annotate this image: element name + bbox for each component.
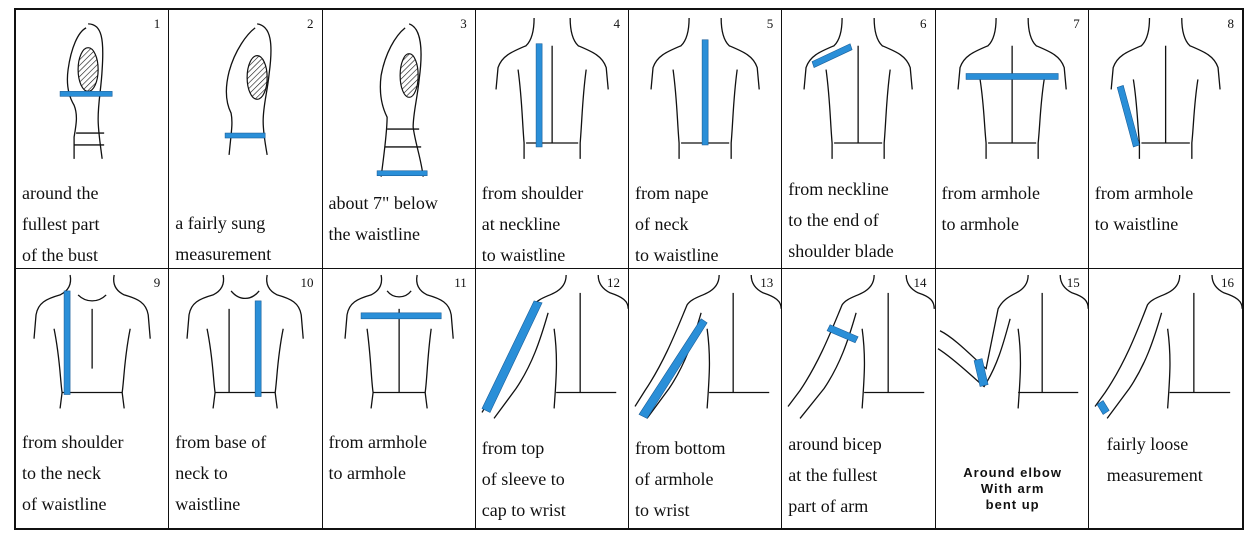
armhole-to-waist-illustration — [1110, 17, 1221, 159]
cell-number: 6 — [920, 16, 927, 31]
cell-number: 15 — [1066, 275, 1080, 290]
measuring-tape — [973, 358, 988, 387]
measurement-cell-11: 11 from armhole to armhole — [322, 269, 476, 528]
cell-caption: about 7" below the waistline — [328, 193, 438, 244]
waist-figure-illustration — [225, 23, 272, 155]
measuring-tape — [360, 312, 441, 320]
measuring-tape — [638, 318, 708, 419]
cell-number: 13 — [760, 275, 774, 290]
measurement-chart: 1 around the fullest part of the bust 2 — [14, 8, 1244, 530]
cell-caption: from neckline to the end of shoulder blade — [788, 179, 894, 261]
cell-caption: from armhole to waistline — [1094, 183, 1194, 234]
cell-caption: fairly loose measurement — [1106, 434, 1203, 485]
underarm-length-illustration — [634, 274, 782, 419]
cell-caption: from bottom of armhole to wrist — [635, 438, 726, 520]
back-shoulder-to-waist-illustration — [495, 17, 609, 159]
cell-caption: a fairly sung measurement — [175, 213, 272, 264]
measurement-cell-3: 3 about 7" below the waistline — [322, 10, 476, 269]
cell-number: 1 — [153, 16, 161, 31]
cell-caption: from armhole to armhole — [941, 183, 1040, 234]
cell-caption: from base of neck to waistline — [175, 432, 267, 514]
bust-figure-illustration — [59, 23, 113, 159]
hip-figure-illustration — [376, 23, 427, 177]
measuring-tape — [59, 91, 113, 97]
front-shoulder-to-waist-illustration — [33, 274, 151, 409]
measuring-tape — [481, 300, 543, 413]
measuring-tape — [63, 290, 71, 395]
front-neck-to-waist-illustration — [186, 274, 305, 409]
measurement-cell-16: 16 fairly loose measurement — [1088, 269, 1242, 528]
cell-number: 3 — [460, 16, 467, 31]
measuring-tape — [826, 324, 859, 344]
measurement-cell-12: 12 from top of sleeve to cap to wrist — [475, 269, 629, 528]
bicep-illustration — [787, 274, 935, 419]
cell-number: 9 — [153, 275, 161, 290]
back-width-illustration — [956, 17, 1067, 159]
cell-caption: around bicep at the fullest part of arm — [788, 434, 882, 516]
front-width-illustration — [343, 274, 454, 409]
cell-caption: around the fullest part of the bust — [22, 183, 100, 265]
measurement-cell-7: 7 from armhole to armhole — [935, 10, 1089, 269]
measuring-tape — [1096, 400, 1110, 415]
measurement-cell-15: 15 Around elbow With arm bent up — [935, 269, 1089, 528]
cell-caption: from shoulder at neckline to waistline — [481, 183, 584, 265]
measurement-cell-9: 9 from shoulder to the neck of waistline — [16, 269, 170, 528]
measuring-tape — [965, 73, 1059, 80]
cell-number: 14 — [913, 275, 927, 290]
shoulder-length-illustration — [803, 17, 914, 159]
measurement-cell-8: 8 from armhole to waistline — [1088, 10, 1242, 269]
measuring-tape — [811, 43, 853, 68]
measurement-cell-5: 5 from nape of neck to waistline — [629, 10, 783, 269]
cell-number: 2 — [307, 16, 314, 31]
elbow-illustration — [937, 274, 1088, 409]
measurement-cell-13: 13 from bottom of armhole to wrist — [629, 269, 783, 528]
cell-caption: from top of sleeve to cap to wrist — [481, 438, 566, 520]
measurement-cell-4: 4 from shoulder at neckline to waistline — [475, 10, 629, 269]
cell-number: 8 — [1227, 16, 1235, 31]
cell-number: 4 — [613, 16, 621, 31]
cell-number: 16 — [1221, 275, 1234, 290]
measuring-tape — [701, 39, 709, 146]
measuring-tape — [255, 300, 262, 397]
cell-number: 11 — [454, 275, 467, 290]
measurement-cell-14: 14 around bicep at the fullest part of arm — [782, 269, 936, 528]
measurement-cell-2: 2 a fairly sung measurement — [169, 10, 323, 269]
measurement-cell-6: 6 from neckline to the end of shoulder bla… — [782, 10, 936, 269]
sleeve-length-illustration — [481, 274, 628, 419]
measuring-tape — [1116, 85, 1140, 148]
measuring-tape — [376, 170, 427, 177]
wrist-illustration — [1094, 274, 1242, 419]
cell-caption: Around elbow With arm bent up — [963, 465, 1062, 512]
cell-caption: from shoulder to the neck of waistline — [22, 432, 124, 514]
measuring-tape — [225, 132, 266, 139]
cell-number: 12 — [607, 275, 620, 290]
measurement-cell-10: 10 from base of neck to waistline — [169, 269, 323, 528]
measuring-tape — [535, 43, 543, 148]
cell-number: 7 — [1073, 16, 1080, 31]
cell-number: 10 — [300, 275, 314, 290]
cell-number: 5 — [766, 16, 774, 31]
cell-caption: from armhole to armhole — [328, 432, 427, 483]
measurement-cell-1: 1 around the fullest part of the bust — [16, 10, 170, 269]
cell-caption: from nape of neck to waistline — [635, 183, 719, 265]
nape-to-waist-illustration — [650, 17, 760, 159]
